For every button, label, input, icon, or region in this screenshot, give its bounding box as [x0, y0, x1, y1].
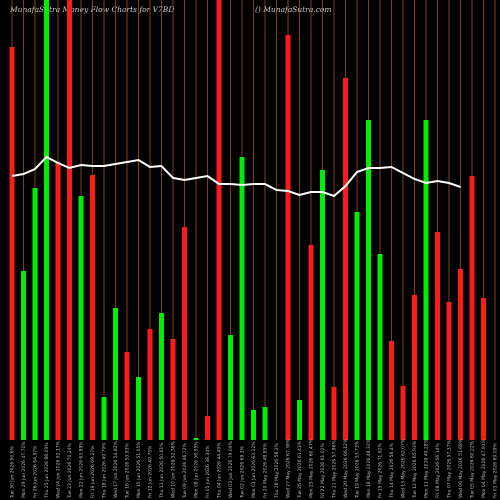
x-tick-label: Thu 25 Jun 2026 88.09% [44, 442, 50, 499]
bar-11 [124, 352, 130, 440]
x-tick-label: Tue 05 May 2026 60.22% [470, 440, 476, 499]
bar-41 [469, 176, 475, 440]
x-tick-label: Thu 04 Jun 2026 44.49% [217, 442, 223, 499]
bar-28 [320, 170, 325, 440]
x-tick-label: Wed 13 May 2026 62.07% [401, 438, 407, 498]
x-tick-label: Thu 28 May 2026 58.2% [274, 442, 280, 499]
money-flow-line [11, 155, 461, 198]
bar-5 [55, 162, 61, 440]
bar-36 [412, 295, 417, 440]
bar-14 [159, 313, 164, 440]
x-tick-label: Fri 15 May 2026 71.92% [378, 443, 384, 498]
bars [9, 0, 486, 440]
bar-10 [113, 308, 118, 440]
x-tick-label: Tue 26 May 2026 61.43% [297, 440, 303, 499]
x-tick-label: Thu 18 Jun 2026 49.79% [102, 442, 108, 499]
bar-37 [423, 120, 429, 440]
bar-35 [400, 386, 406, 440]
x-tick-label: Wed 24 Jun 2026 92.17% [56, 440, 62, 498]
x-tick-label: Fri 08 May 2026 56.14% [435, 443, 441, 498]
bar-8 [90, 175, 95, 440]
x-tick-label: Tue 16 Jun 2026 53.93% [125, 443, 131, 499]
x-tick-label: Tue 12 May 2026 65.93% [412, 440, 418, 499]
bar-15 [170, 339, 176, 440]
x-tick-label: Mon 11 May 2026 49.28% [424, 438, 430, 498]
bar-30 [343, 78, 348, 440]
bar-31 [354, 212, 360, 440]
x-tick-label: Fri 19 Jun 2026 69.27% [90, 445, 96, 498]
bar-1 [9, 47, 15, 440]
x-tick-label: Mon 08 Jun 2026 58.55% [194, 441, 200, 498]
bar-17 [193, 438, 199, 440]
bar-25 [285, 35, 291, 440]
bar-38 [435, 232, 440, 440]
bar-22 [251, 410, 256, 440]
x-tick-label: Wed 03 Jun 2026 79.09% [228, 440, 234, 498]
x-tick-label: Thu 11 Jun 2026 50.61% [159, 442, 165, 499]
bar-19 [216, 0, 222, 440]
bar-20 [228, 335, 233, 440]
x-tick-label: Tue 30 Jun 2026 90.6% [10, 445, 16, 499]
x-tick-label: Wed 17 Jun 2026 54.82% [113, 440, 119, 498]
bar-6 [67, 0, 72, 440]
x-tick-label: Mon 04 May 2026 47.91% [481, 438, 487, 498]
x-tick-label: Fri 26 Jun 2026 64.97% [33, 445, 39, 498]
bar-29 [331, 387, 337, 440]
x-tick-label: Fri 29 May 2026 48.85% [263, 443, 269, 498]
x-tick-label: Fri 12 Jun 2026 49.75% [148, 445, 154, 498]
x-tick-label: Wed 10 Jun 2026 52.38% [171, 440, 177, 498]
x-tick-label: Tue 23 Jun 2026 70.24% [67, 443, 73, 499]
bar-2 [21, 271, 26, 440]
x-tick-label: Tue 09 Jun 2026 46.72% [182, 443, 188, 499]
x-tick-label: Wed 06 May 2026 51.68% [458, 438, 464, 498]
bar-3 [32, 188, 38, 440]
x-tick-label: Fri 01 May 2026 69.09% [493, 443, 499, 498]
bar-12 [136, 377, 141, 440]
x-tick-label: Wed 20 May 2026 66.12% [343, 438, 349, 498]
bar-9 [101, 397, 107, 440]
bar-40 [458, 269, 463, 440]
x-tick-label: Wed 27 May 2026 67.38% [286, 438, 292, 498]
x-tick-label: Tue 19 May 2026 53.73% [355, 440, 361, 499]
site-credit: () MunafaSutra.com [255, 5, 332, 14]
bar-26 [297, 400, 302, 440]
bar-33 [377, 254, 383, 440]
bar-16 [182, 227, 187, 440]
bar-7 [78, 196, 84, 440]
x-tick-label: Mon 18 May 2026 48.32% [366, 438, 372, 498]
x-tick-label: Thu 14 May 2026 58.4% [389, 442, 395, 499]
bar-34 [389, 341, 394, 440]
x-tick-label: Thu 21 May 2026 57.86% [332, 439, 338, 499]
x-tick-label: Mon 22 Jun 2026 63.89% [79, 441, 85, 498]
bar-21 [239, 157, 245, 440]
bar-4 [44, 0, 49, 440]
x-tick-label: Mon 29 Jun 2026 47.71% [21, 441, 27, 498]
x-tick-label: Fri 05 Jun 2026 38.34% [205, 445, 211, 498]
bar-13 [147, 329, 153, 440]
x-tick-label: Mon 01 Jun 2026 63.22% [251, 441, 257, 498]
bar-23 [262, 407, 268, 440]
x-tick-label: Thu 07 May 2026 57.37% [447, 439, 453, 499]
bar-18 [205, 416, 210, 440]
bar-27 [308, 245, 314, 440]
x-tick-label: Mon 15 Jun 2026 51.05% [136, 441, 142, 498]
x-tick-label: Mon 25 May 2026 60.47% [309, 438, 315, 498]
x-tick-label: Fri 22 May 2026 61.02% [320, 443, 326, 498]
x-axis-labels: Tue 30 Jun 2026 90.6% Mon 29 Jun 2026 47.… [10, 438, 499, 499]
bar-32 [366, 120, 371, 440]
bar-42 [481, 298, 486, 440]
bar-39 [446, 302, 452, 440]
x-tick-label: Tue 02 Jun 2026 69.3% [240, 445, 246, 499]
